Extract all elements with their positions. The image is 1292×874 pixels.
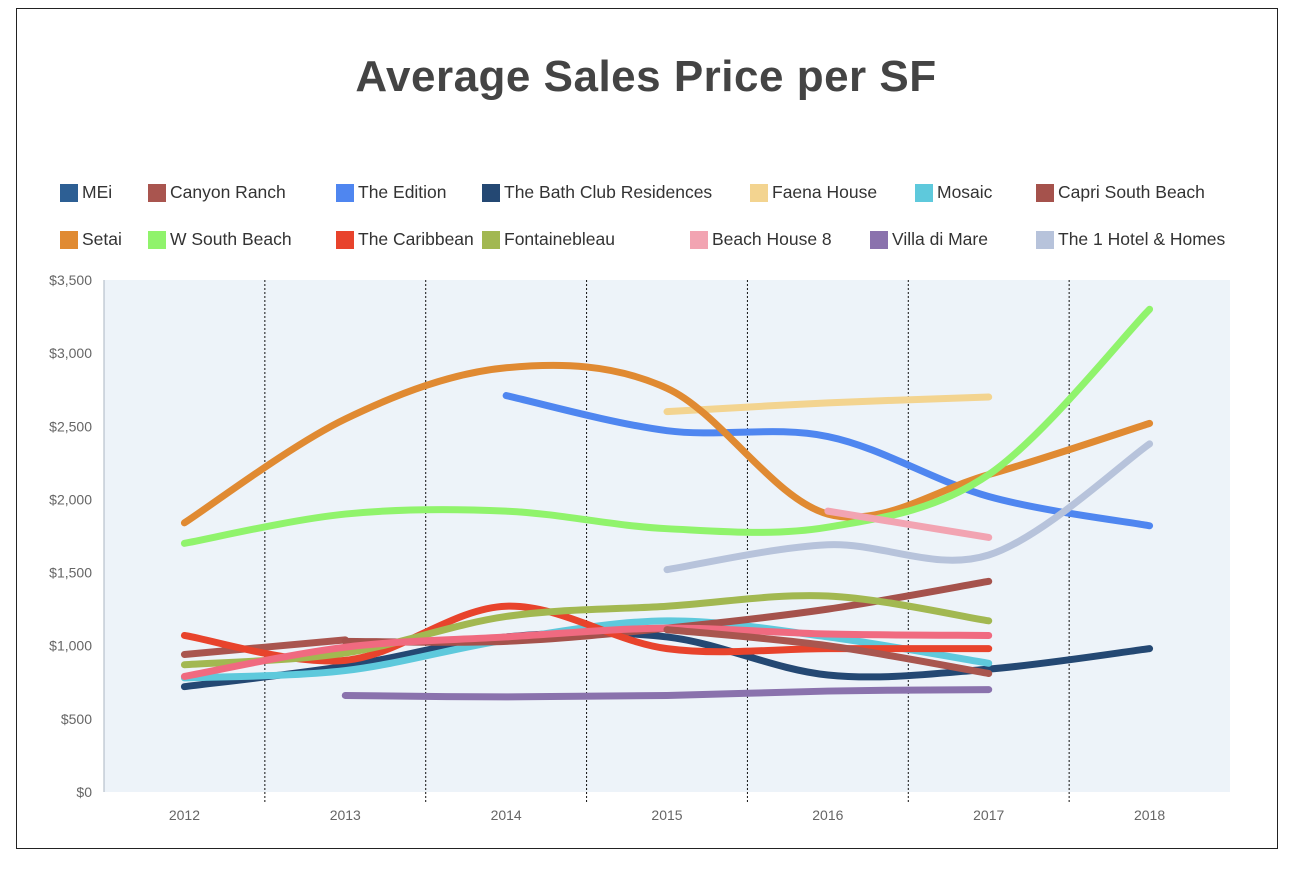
legend-swatch: [1036, 230, 1054, 249]
x-tick-label: 2015: [651, 807, 682, 823]
legend-item: The Caribbean: [336, 229, 474, 250]
series-line-12: [341, 686, 993, 701]
legend-item: Canyon Ranch: [148, 182, 286, 203]
legend-swatch: [336, 230, 354, 249]
legend-swatch: [915, 183, 933, 202]
plot-background: [104, 280, 1230, 792]
legend-item: W South Beach: [148, 229, 292, 250]
y-tick-label: $1,000: [49, 638, 92, 654]
x-tick-label: 2018: [1134, 807, 1165, 823]
legend-label: The 1 Hotel & Homes: [1058, 229, 1226, 249]
y-tick-label: $3,500: [49, 272, 92, 288]
legend-swatch: [148, 230, 166, 249]
legend-label: Fontainebleau: [504, 229, 615, 249]
chart-title: Average Sales Price per SF: [355, 52, 937, 101]
x-tick-label: 2012: [169, 807, 200, 823]
x-tick-label: 2014: [491, 807, 522, 823]
legend-label: Faena House: [772, 182, 878, 202]
legend-item: Setai: [60, 229, 122, 250]
legend-swatch: [1036, 183, 1054, 202]
legend-label: Mosaic: [937, 182, 993, 202]
x-tick-label: 2013: [330, 807, 361, 823]
series-line-15: [663, 626, 993, 678]
legend-label: Setai: [82, 229, 122, 249]
legend-item: Faena House: [750, 182, 877, 203]
y-tick-label: $2,000: [49, 491, 92, 507]
series-line-3: [180, 629, 1154, 691]
x-tick-label: 2016: [812, 807, 843, 823]
legend-swatch: [482, 183, 500, 202]
y-tick-label: $0: [76, 784, 92, 800]
legend-item: The Bath Club Residences: [482, 182, 712, 203]
legend-label: The Bath Club Residences: [504, 182, 713, 202]
series-line-1: [180, 636, 349, 658]
legend-item: Fontainebleau: [482, 229, 615, 250]
legend-item: MEi: [60, 182, 112, 203]
y-tick-label: $2,500: [49, 418, 92, 434]
legend-label: Canyon Ranch: [170, 182, 286, 202]
series-line-14: [180, 624, 993, 680]
y-tick-label: $1,500: [49, 565, 92, 581]
legend-label: The Caribbean: [358, 229, 474, 249]
legend-item: The 1 Hotel & Homes: [1036, 229, 1225, 250]
legend-item: Beach House 8: [690, 229, 832, 250]
legend-item: The Edition: [336, 182, 447, 203]
legend-label: Beach House 8: [712, 229, 832, 249]
legend-label: W South Beach: [170, 229, 292, 249]
series-line-11: [824, 507, 993, 541]
legend-swatch: [60, 183, 78, 202]
legend-item: Villa di Mare: [870, 229, 988, 250]
legend-item: Capri South Beach: [1036, 182, 1205, 203]
legend-swatch: [482, 230, 500, 249]
series-line-2: [502, 392, 1154, 530]
legend-swatch: [750, 183, 768, 202]
legend-item: Mosaic: [915, 182, 992, 203]
legend-label: MEi: [82, 182, 113, 202]
legend: MEi Canyon Ranch The Edition The Bath Club …: [60, 172, 1250, 252]
series-line-8: [180, 305, 1154, 547]
series-line-13: [663, 440, 1154, 574]
legend-label: The Edition: [358, 182, 447, 202]
legend-label: Villa di Mare: [892, 229, 988, 249]
legend-swatch: [336, 183, 354, 202]
legend-swatch: [60, 230, 78, 249]
x-tick-label: 2017: [973, 807, 1004, 823]
legend-swatch: [148, 183, 166, 202]
legend-swatch: [690, 230, 708, 249]
y-tick-label: $500: [61, 711, 92, 727]
legend-swatch: [870, 230, 888, 249]
y-tick-label: $3,000: [49, 345, 92, 361]
legend-label: Capri South Beach: [1058, 182, 1205, 202]
series-line-10: [180, 592, 993, 669]
